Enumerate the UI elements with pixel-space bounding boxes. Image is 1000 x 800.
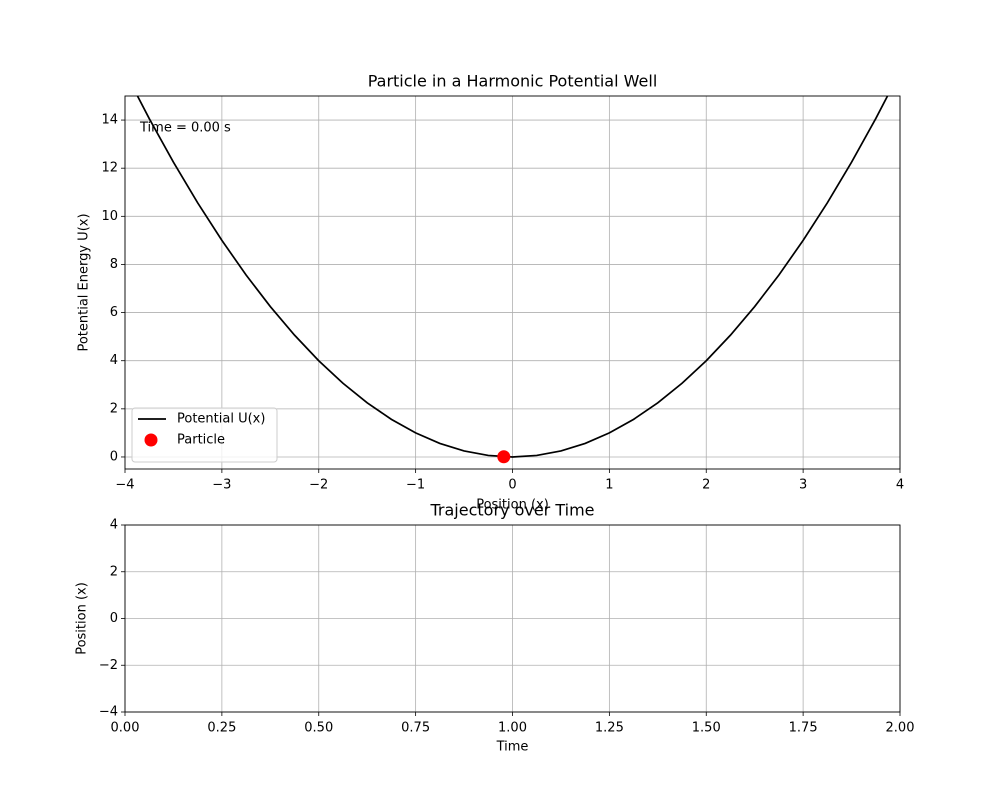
- x-tick-label: 2.00: [886, 721, 915, 736]
- x-axis-label: Time: [496, 740, 529, 755]
- x-tick-label: 0.00: [111, 721, 140, 736]
- chart-title: Particle in a Harmonic Potential Well: [368, 72, 658, 91]
- axes-frame: [124, 524, 901, 713]
- particle-marker: [497, 450, 511, 464]
- x-tick-label: 4: [896, 478, 904, 493]
- y-tick-label: 0: [110, 449, 118, 464]
- x-tick-label: 2: [702, 478, 710, 493]
- y-tick-label: −2: [99, 658, 118, 673]
- x-tick-label: 1.00: [498, 721, 527, 736]
- x-tick-label: −1: [406, 478, 425, 493]
- x-tick-label: 0: [508, 478, 516, 493]
- chart-title: Trajectory over Time: [429, 501, 594, 520]
- x-tick-label: −2: [309, 478, 328, 493]
- axes-frame: [124, 95, 901, 470]
- x-tick-label: 1.50: [692, 721, 721, 736]
- y-axis-label: Position (x): [75, 582, 90, 655]
- x-tick-label: −4: [115, 478, 134, 493]
- axes: 0.00 0.25 0.50 0.75 1.00 1.25 1.50 1.75 2.00 −4 −2…: [75, 501, 915, 755]
- y-tick-label: 10: [101, 209, 118, 224]
- x-tick-label: −3: [212, 478, 231, 493]
- legend-marker: [144, 433, 158, 447]
- y-tick-label: 2: [110, 564, 118, 579]
- potential-curve: [136, 96, 889, 458]
- y-tick-label: 6: [110, 305, 118, 320]
- time-annotation: Time = 0.00 s: [139, 121, 231, 136]
- x-tick-label: 3: [799, 478, 807, 493]
- legend-box: [131, 407, 278, 463]
- x-tick-label: 0.75: [401, 721, 430, 736]
- x-tick-label: 0.25: [207, 721, 236, 736]
- y-tick-label: 8: [110, 257, 118, 272]
- y-tick-label: 0: [110, 611, 118, 626]
- y-tick-label: 14: [101, 113, 118, 128]
- y-tick-label: −4: [99, 705, 118, 720]
- x-tick-label: 1.75: [789, 721, 818, 736]
- legend-label: Particle: [177, 433, 225, 448]
- y-tick-label: 4: [110, 518, 118, 533]
- y-tick-label: 4: [110, 353, 118, 368]
- y-tick-label: 2: [110, 401, 118, 416]
- legend-label: Potential U(x): [177, 412, 265, 427]
- x-tick-label: 1: [605, 478, 613, 493]
- y-axis-label: Potential Energy U(x): [77, 213, 92, 351]
- y-tick-label: 12: [101, 161, 118, 176]
- x-tick-label: 1.25: [595, 721, 624, 736]
- x-tick-label: 0.50: [304, 721, 333, 736]
- x-axis-label: Position (x): [476, 498, 549, 513]
